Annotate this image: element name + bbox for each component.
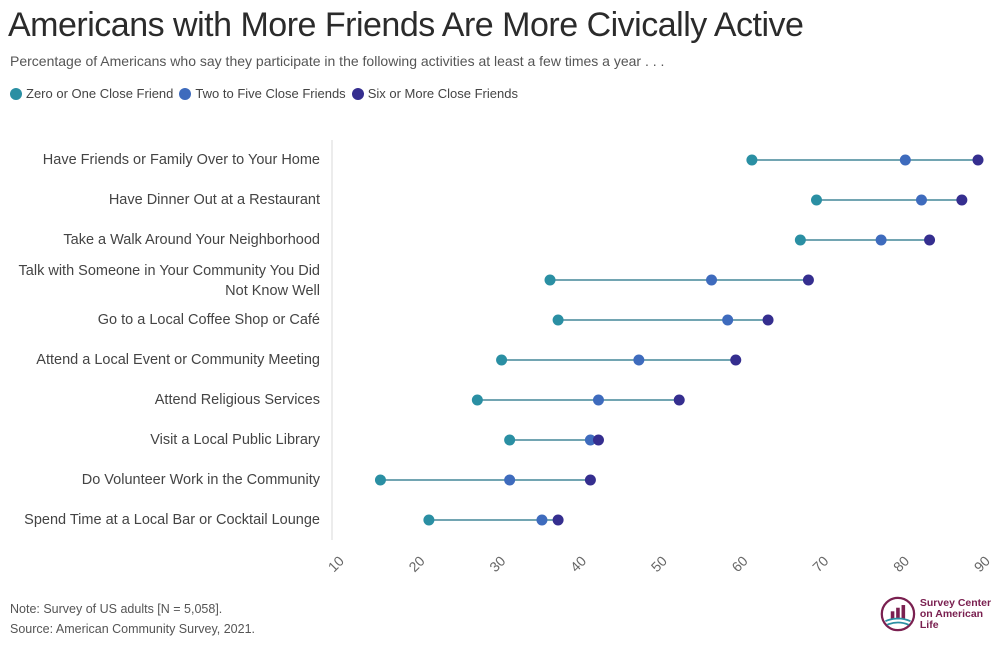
legend-item-two-five: Two to Five Close Friends — [179, 86, 346, 101]
dot-six-more — [956, 194, 968, 206]
dot-six-more — [924, 234, 936, 246]
category-label: Spend Time at a Local Bar or Cocktail Lo… — [24, 512, 320, 528]
dot-zero-one — [496, 354, 508, 366]
logo-text-line1: Survey Center — [919, 596, 992, 609]
footnotes: Note: Survey of US adults [N = 5,058]. S… — [10, 599, 255, 639]
chart-title: Americans with More Friends Are More Civ… — [8, 6, 804, 44]
x-tick-label: 80 — [890, 553, 912, 575]
category-label: Do Volunteer Work in the Community — [82, 472, 321, 488]
dot-six-more — [762, 314, 774, 326]
x-tick-label: 10 — [325, 553, 347, 575]
dot-zero-one — [374, 474, 386, 486]
dot-zero-one — [552, 314, 564, 326]
dot-two-five — [706, 274, 718, 286]
dot-two-five — [633, 354, 645, 366]
dot-two-five — [592, 394, 604, 406]
category-label: Have Dinner Out at a Restaurant — [109, 192, 320, 208]
legend-label-zero-one: Zero or One Close Friend — [26, 86, 174, 101]
x-tick-label: 90 — [971, 553, 993, 575]
category-label: Attend Religious Services — [155, 392, 320, 408]
legend-label-six-more: Six or More Close Friends — [367, 86, 518, 101]
category-label: Talk with Someone in Your Community You … — [19, 263, 320, 299]
dot-two-five — [875, 234, 887, 246]
logo-text-line2: on American Life — [919, 607, 984, 631]
legend-marker-two-five — [179, 87, 192, 100]
dot-plot-chart: 10 20 30 40 50 60 70 80 90 Have Friends or Family… — [19, 140, 993, 575]
dot-zero-one — [811, 194, 822, 206]
x-tick-label: 40 — [567, 553, 589, 575]
category-label: Go to a Local Coffee Shop or Café — [98, 312, 320, 328]
legend-label-two-five: Two to Five Close Friends — [195, 86, 346, 101]
legend-item-zero-one: Zero or One Close Friend — [10, 86, 173, 101]
dot-two-five — [504, 474, 516, 486]
category-label: Attend a Local Event or Community Meetin… — [36, 352, 320, 368]
dot-two-five — [899, 154, 911, 166]
legend-item-six-more: Six or More Close Friends — [351, 86, 518, 101]
category-label: Have Friends or Family Over to Your Home — [43, 152, 320, 168]
bar-chart-logo-icon — [880, 596, 916, 632]
dot-two-five — [584, 434, 596, 446]
legend: Zero or One Close Friend Two to Five Clo… — [10, 86, 524, 101]
dot-zero-one — [471, 394, 483, 406]
x-tick-label: 60 — [728, 553, 750, 575]
category-label-line: Not Know Well — [225, 283, 320, 299]
category-label: Visit a Local Public Library — [150, 432, 321, 448]
category-label: Take a Walk Around Your Neighborhood — [63, 232, 320, 248]
source-text: Source: American Community Survey, 2021. — [10, 622, 256, 636]
dot-six-more — [592, 434, 604, 446]
survey-center-logo: Survey Center on American Life — [880, 595, 1000, 633]
dot-six-more — [972, 154, 984, 166]
note-text: Note: Survey of US adults [N = 5,058]. — [10, 602, 223, 616]
dot-two-five — [722, 314, 734, 326]
chart-subtitle: Percentage of Americans who say they par… — [10, 53, 665, 69]
category-label-line: Talk with Someone in Your Community You … — [19, 263, 320, 279]
dot-zero-one — [504, 434, 516, 446]
legend-marker-six-more — [351, 87, 364, 100]
dot-six-more — [673, 394, 685, 406]
x-tick-label: 30 — [486, 553, 508, 575]
dot-six-more — [730, 354, 742, 366]
dot-six-more — [552, 514, 564, 526]
dot-zero-one — [746, 154, 758, 166]
dot-two-five — [915, 194, 927, 206]
x-tick-label: 50 — [648, 553, 670, 575]
dot-six-more — [584, 474, 596, 486]
dot-six-more — [802, 274, 814, 286]
legend-marker-zero-one — [10, 87, 22, 100]
dot-zero-one — [794, 234, 806, 246]
dot-zero-one — [423, 514, 435, 526]
x-tick-label: 70 — [809, 553, 831, 575]
dot-zero-one — [544, 274, 556, 286]
x-tick-label: 20 — [405, 553, 427, 575]
dot-two-five — [536, 514, 548, 526]
